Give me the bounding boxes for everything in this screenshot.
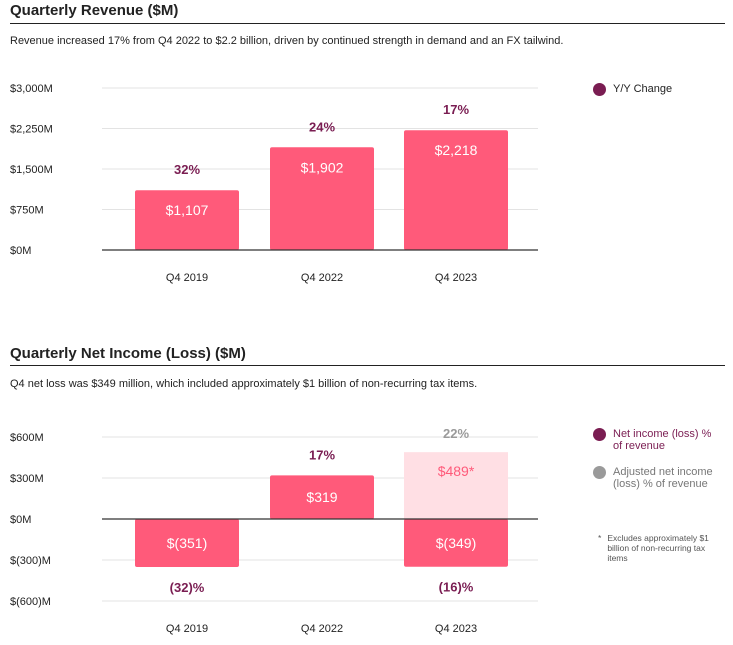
net-income-legend: Net income (loss) % of revenue Adjusted …: [593, 428, 718, 504]
margin-label: (16)%: [439, 580, 474, 595]
net-income-bar: [135, 519, 239, 567]
footnote-text: Excludes approximately $1 billion of non…: [607, 533, 709, 563]
x-tick-label: Q4 2023: [435, 623, 477, 635]
revenue-bar: [135, 190, 239, 250]
y-tick-label: $3,000M: [10, 83, 53, 95]
y-tick-label: $2,250M: [10, 124, 53, 136]
y-tick-label: $300M: [10, 473, 44, 485]
y-tick-label: $0M: [10, 245, 31, 257]
bar-value-label: $1,902: [301, 159, 344, 175]
legend-item-adjusted-net-income: Adjusted net income (loss) % of revenue: [593, 466, 718, 490]
yoy-change-label: 24%: [309, 119, 335, 134]
net-income-bar: [404, 519, 508, 567]
legend-label: Y/Y Change: [613, 83, 673, 95]
bar-value-label: $(349): [436, 535, 476, 551]
legend-item-yoy-change: Y/Y Change: [593, 83, 672, 96]
revenue-title: Quarterly Revenue ($M): [10, 2, 179, 19]
legend-dot-icon: [593, 466, 606, 479]
yoy-change-label: 17%: [443, 102, 469, 117]
revenue-description: Revenue increased 17% from Q4 2022 to $2…: [10, 35, 564, 47]
margin-label: (32)%: [170, 580, 205, 595]
y-tick-label: $750M: [10, 205, 44, 217]
adjusted-net-income-bar: [404, 452, 508, 519]
y-tick-label: $1,500M: [10, 164, 53, 176]
net-income-title-rule: [10, 365, 725, 366]
revenue-bar: [270, 147, 374, 250]
legend-label: Net income (loss) % of revenue: [613, 428, 712, 452]
net-income-description: Q4 net loss was $349 million, which incl…: [10, 378, 478, 390]
y-tick-label: $(300)M: [10, 555, 51, 567]
y-tick-label: $0M: [10, 514, 31, 526]
revenue-chart: $0M $750M $1,500M $2,250M $3,000M $1,107 32% Q4…: [10, 83, 538, 284]
x-tick-label: Q4 2022: [301, 272, 343, 284]
margin-label: 17%: [309, 447, 335, 462]
footnote-asterisk: *: [598, 533, 602, 543]
bar-value-label: $1,107: [166, 202, 209, 218]
bar-value-label: $2,218: [435, 142, 478, 158]
x-tick-label: Q4 2023: [435, 272, 477, 284]
x-tick-label: Q4 2022: [301, 623, 343, 635]
revenue-bar: [404, 130, 508, 250]
revenue-title-rule: [10, 23, 725, 24]
net-income-chart: $(600)M $(300)M $0M $300M $600M $489* 22% $(351…: [10, 426, 538, 635]
x-tick-label: Q4 2019: [166, 272, 208, 284]
legend-label: Adjusted net income (loss) % of revenue: [613, 466, 713, 490]
bar-value-label: $(351): [167, 535, 207, 551]
legend-dot-icon: [593, 83, 606, 96]
y-tick-label: $(600)M: [10, 596, 51, 608]
x-tick-label: Q4 2019: [166, 623, 208, 635]
adjusted-bar-value-label: $489*: [438, 463, 475, 479]
y-tick-label: $600M: [10, 432, 44, 444]
yoy-change-label: 32%: [174, 162, 200, 177]
net-income-bar: [270, 475, 374, 519]
legend-dot-icon: [593, 428, 606, 441]
bar-value-label: $319: [306, 489, 337, 505]
net-income-title: Quarterly Net Income (Loss) ($M): [10, 345, 246, 362]
revenue-legend: Y/Y Change: [593, 83, 672, 110]
adjusted-margin-label: 22%: [443, 426, 469, 441]
footnote: * Excludes approximately $1 billion of n…: [598, 533, 718, 563]
legend-item-net-income: Net income (loss) % of revenue: [593, 428, 718, 452]
